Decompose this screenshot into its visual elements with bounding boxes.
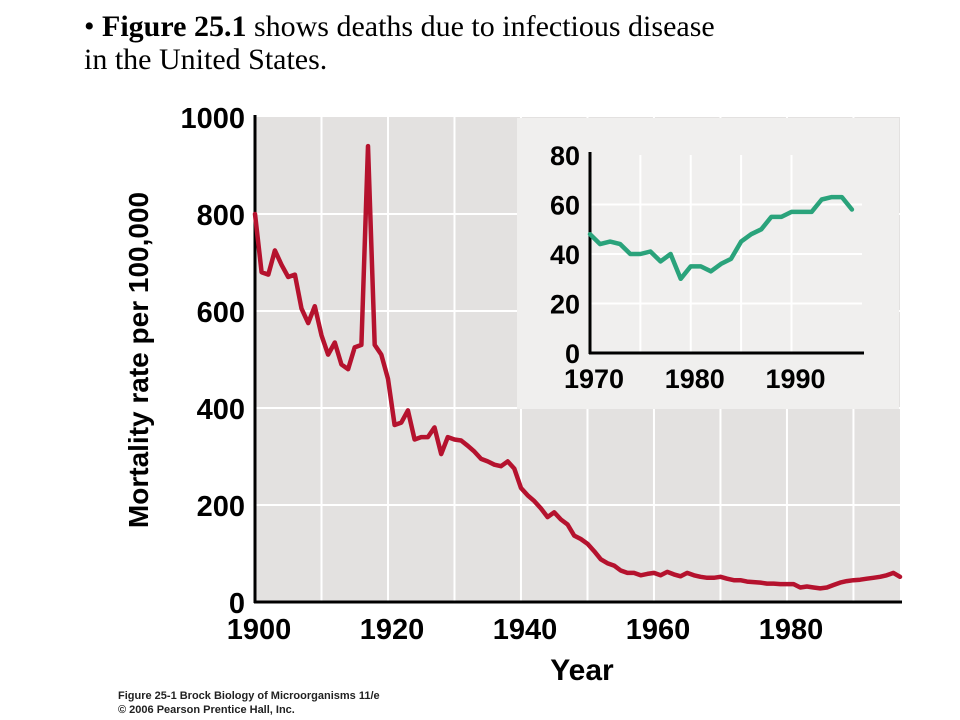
slide-headline: • Figure 25.1 shows deaths due to infect…	[84, 10, 884, 76]
main-x-tick-label: 1900	[227, 614, 292, 646]
main-y-axis-title: Mortality rate per 100,000	[123, 192, 154, 528]
main-y-tick-label: 0	[229, 588, 245, 620]
bullet: •	[84, 10, 95, 43]
main-y-tick-label: 200	[197, 491, 245, 523]
headline-line1-text: shows deaths due to infectious disease	[246, 10, 715, 43]
main-x-tick-label: 1980	[759, 614, 824, 646]
inset-series-line	[587, 194, 855, 282]
main-y-tick-label: 400	[197, 394, 245, 426]
main-x-axis-title: Year	[550, 654, 614, 687]
main-series-line	[252, 143, 903, 591]
main-x-tick-label: 1960	[626, 614, 691, 646]
inset-x-tick-label: 1990	[765, 364, 825, 394]
inset-y-tick-label: 80	[550, 141, 580, 171]
main-x-tick-label: 1920	[360, 614, 425, 646]
main-y-tick-label: 800	[197, 200, 245, 232]
main-x-tick-label: 1940	[493, 614, 558, 646]
figure-credit-line2: © 2006 Pearson Prentice Hall, Inc.	[118, 704, 295, 716]
inset-y-tick-label: 20	[550, 290, 580, 320]
headline-line2-text: in the United States.	[84, 43, 328, 76]
inset-x-tick-label: 1980	[665, 364, 725, 394]
inset-panel-background	[517, 118, 899, 409]
inset-y-tick-label: 40	[550, 240, 580, 270]
inset-y-tick-label: 0	[565, 339, 580, 369]
inset-y-tick-label: 60	[550, 191, 580, 221]
main-y-tick-label: 600	[197, 297, 245, 329]
figure-reference: Figure 25.1	[102, 10, 247, 43]
main-y-tick-label: 1000	[180, 103, 245, 135]
inset-x-tick-label: 1970	[564, 364, 624, 394]
figure-credit-line1: Figure 25-1 Brock Biology of Microorgani…	[118, 690, 380, 702]
inset-chart: 0 20 40 60 80 1970 1980 1990	[517, 118, 899, 409]
